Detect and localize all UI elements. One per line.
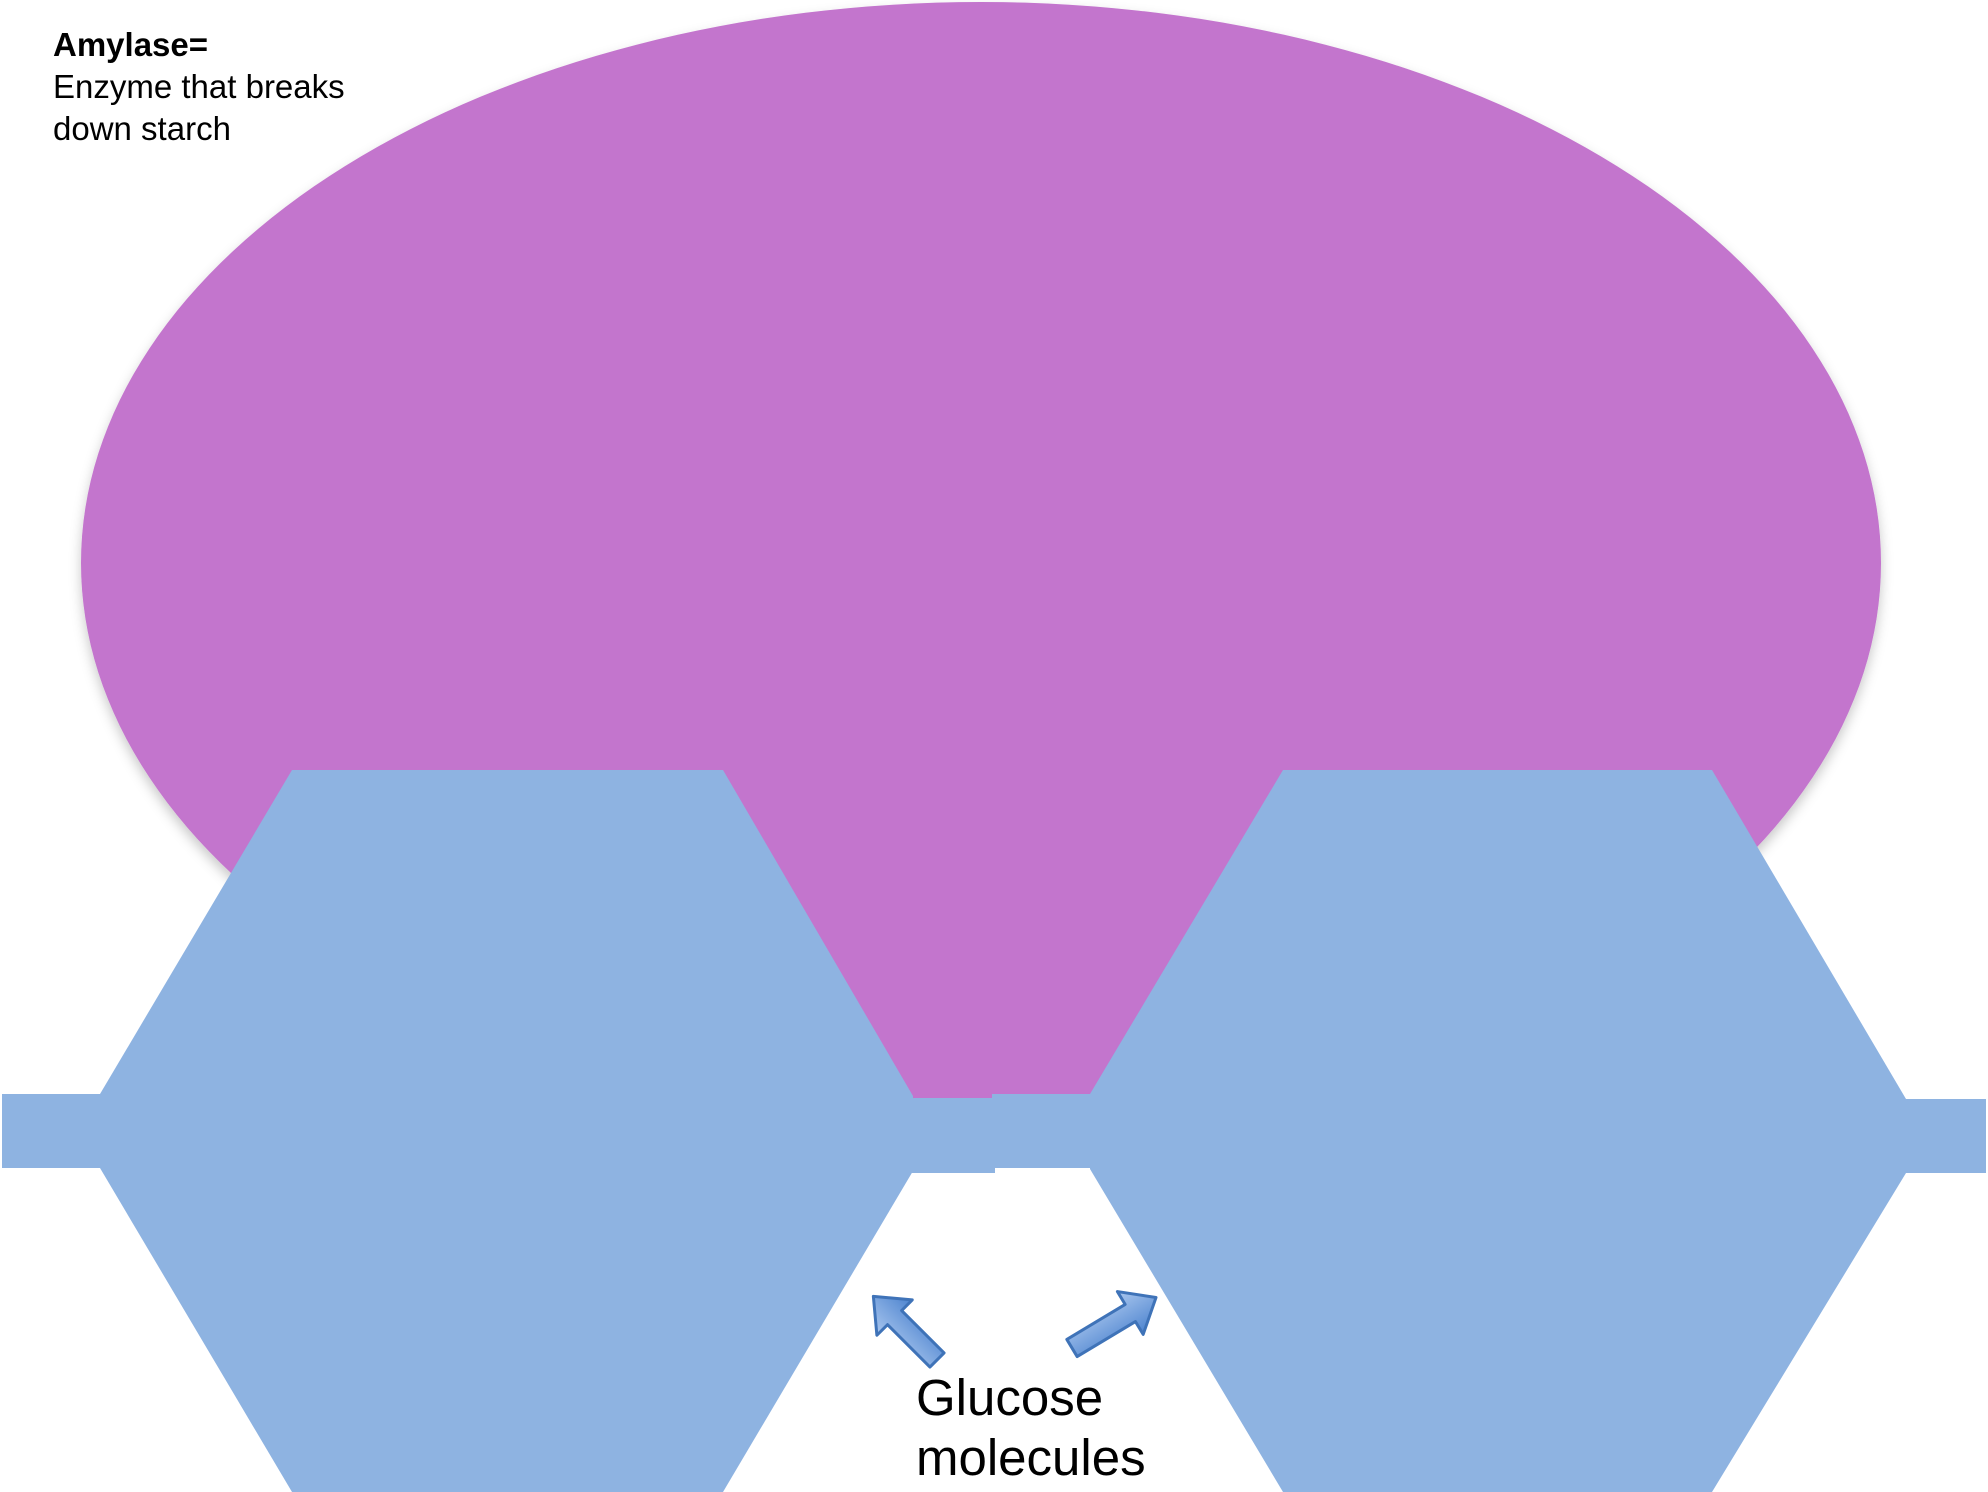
- arrow-up-left-icon: [871, 1294, 946, 1369]
- caption-title: Amylase=: [53, 26, 209, 63]
- glucose-molecule-left: [100, 770, 913, 1492]
- arrow-up-right-icon: [1065, 1290, 1158, 1359]
- caption-line-1: Enzyme that breaks: [53, 68, 345, 105]
- bond-middle-left: [905, 1098, 995, 1173]
- amylase-caption: Amylase= Enzyme that breaks down starch: [53, 24, 473, 150]
- glucose-label-line-2: molecules: [916, 1429, 1146, 1486]
- glucose-label-line-1: Glucose: [916, 1369, 1104, 1426]
- bond-middle-right: [992, 1094, 1092, 1168]
- bond-right-end: [1896, 1099, 1986, 1173]
- caption-line-2: down starch: [53, 110, 231, 147]
- glucose-molecule-right: [1090, 770, 1906, 1492]
- glucose-label: Glucose molecules: [916, 1368, 1146, 1488]
- bond-left-end: [2, 1094, 112, 1168]
